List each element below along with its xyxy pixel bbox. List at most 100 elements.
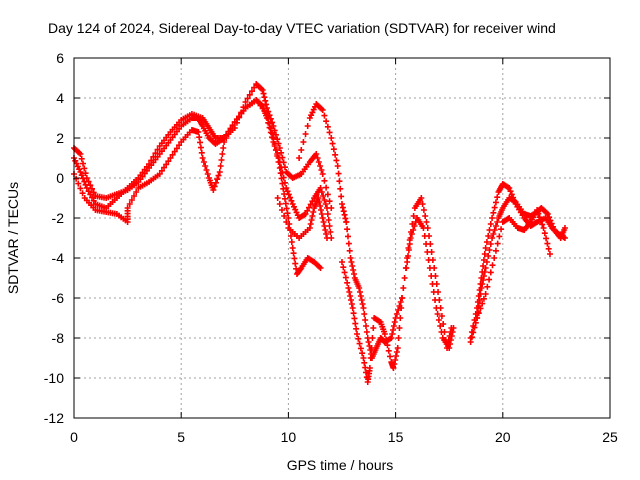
data-point (540, 225, 547, 231)
data-point (410, 227, 417, 233)
data-point (305, 204, 312, 211)
data-point (290, 250, 297, 257)
data-point (448, 333, 455, 339)
data-point (339, 259, 345, 265)
plot-frame (73, 57, 611, 419)
data-point (319, 107, 326, 113)
data-point (360, 355, 367, 361)
data-point (358, 297, 365, 303)
data-point (492, 247, 499, 254)
data-point (447, 341, 454, 347)
data-point (281, 191, 288, 197)
data-point (320, 219, 327, 225)
data-point (350, 310, 357, 317)
data-point (337, 185, 344, 192)
data-point (385, 347, 392, 354)
data-point (420, 207, 427, 213)
data-point (481, 251, 488, 257)
data-point (347, 293, 354, 299)
data-point (423, 241, 430, 247)
data-point (477, 291, 484, 297)
data-point (210, 187, 217, 193)
data-point (483, 239, 490, 245)
data-point (171, 148, 178, 155)
data-point (82, 181, 89, 188)
data-point (387, 353, 394, 360)
data-point (426, 265, 433, 271)
data-point (390, 365, 397, 371)
data-point (327, 229, 334, 235)
data-point (480, 295, 487, 302)
data-point (150, 153, 157, 160)
data-point (345, 233, 352, 240)
data-point (482, 245, 489, 251)
y-tick-label: 4 (56, 90, 64, 106)
data-point (324, 191, 331, 198)
data-point (347, 255, 354, 261)
data-point (77, 185, 84, 192)
data-point (348, 259, 355, 265)
x-axis-label: GPS time / hours (287, 457, 394, 473)
data-point (223, 135, 230, 141)
data-point (296, 155, 303, 161)
data-point (324, 123, 331, 130)
data-point (370, 325, 377, 331)
data-point (306, 225, 313, 231)
data-point (248, 88, 255, 95)
data-point (397, 315, 404, 321)
data-point (334, 163, 341, 169)
data-point (393, 349, 400, 355)
data-point (274, 153, 281, 159)
data-point (544, 211, 551, 217)
data-point (263, 111, 270, 117)
series-track-3 (71, 97, 324, 277)
data-point (302, 211, 309, 217)
data-point (251, 84, 258, 91)
data-point (272, 147, 279, 153)
data-point (487, 241, 494, 247)
data-point (491, 204, 498, 211)
data-point (276, 165, 283, 171)
data-point (285, 215, 292, 221)
data-point (484, 283, 491, 290)
data-point (468, 334, 475, 341)
data-point (81, 178, 88, 185)
data-point (330, 146, 337, 153)
data-point (400, 285, 407, 291)
data-point (423, 219, 430, 225)
data-point (286, 221, 293, 227)
y-tick-label: -6 (52, 290, 65, 306)
data-point (325, 217, 332, 223)
data-point (244, 95, 251, 102)
data-point (214, 176, 221, 183)
data-point (496, 233, 503, 240)
data-point (480, 257, 487, 263)
data-point (196, 134, 203, 141)
data-point (131, 193, 138, 199)
data-point (278, 149, 285, 156)
data-point (381, 331, 388, 337)
data-point (425, 257, 432, 263)
data-point (440, 321, 447, 327)
data-point (367, 355, 374, 361)
data-point (283, 219, 290, 225)
data-point (318, 211, 325, 217)
data-point (338, 193, 345, 200)
data-point (408, 231, 415, 237)
chart-title: Day 124 of 2024, Sidereal Day-to-day VTE… (48, 20, 556, 36)
data-point (485, 253, 492, 259)
data-point (467, 339, 474, 345)
data-point (480, 273, 487, 279)
data-point (535, 210, 542, 217)
data-point (419, 201, 426, 207)
data-point (317, 185, 324, 191)
data-point (434, 311, 441, 317)
data-point (126, 201, 133, 207)
data-point (200, 159, 207, 165)
x-tick-label: 10 (281, 429, 297, 445)
data-point (80, 175, 87, 182)
data-point (308, 217, 315, 223)
data-point (479, 281, 486, 287)
y-tick-label: -4 (52, 250, 65, 266)
